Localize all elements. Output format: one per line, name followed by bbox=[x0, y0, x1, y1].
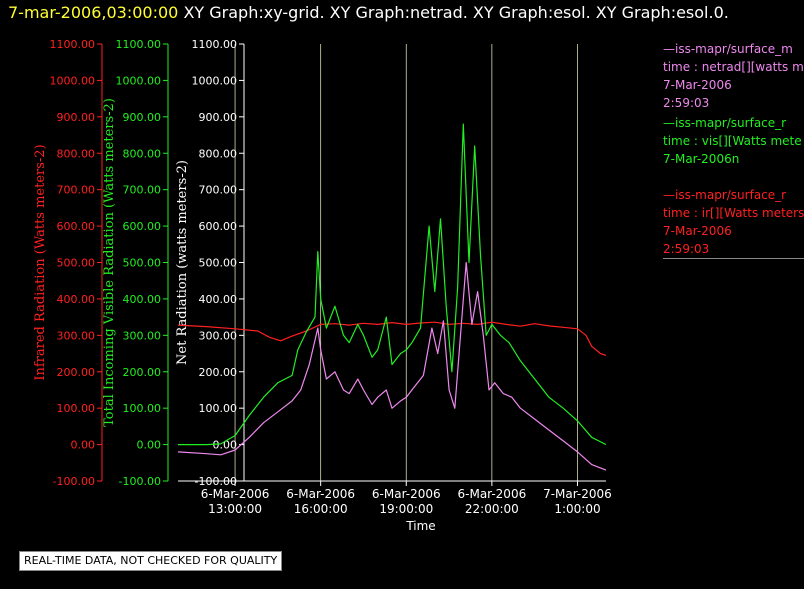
y-axis-2-tick-label: 1000.00 bbox=[192, 74, 238, 87]
legend-entry-line2: time : vis[][Watts mete bbox=[663, 134, 802, 148]
y-axis-1-tick-label: 300.00 bbox=[123, 329, 162, 342]
y-axis-0-tick-label: 400.00 bbox=[57, 293, 96, 306]
header-timestamp: 7-mar-2006,03:00:00 bbox=[8, 3, 179, 22]
y-axis-2-tick-label: 800.00 bbox=[199, 147, 238, 160]
y-axis-2-tick-label: 100.00 bbox=[199, 402, 238, 415]
y-axis-2-tick-label: 400.00 bbox=[199, 293, 238, 306]
y-axis-1-tick-label: 900.00 bbox=[123, 111, 162, 124]
legend-entry-line2: time : netrad[][watts me bbox=[663, 60, 804, 74]
y-axis-1-tick-label: 600.00 bbox=[123, 220, 162, 233]
series-line-ir bbox=[177, 321, 607, 356]
y-axis-1-tick-label: 0.00 bbox=[137, 439, 162, 452]
x-tick-label-time: 19:00:00 bbox=[379, 502, 433, 516]
y-axis-0-tick-label: 800.00 bbox=[57, 147, 96, 160]
y-axis-1-tick-label: 700.00 bbox=[123, 184, 162, 197]
y-axis-0-tick-label: 500.00 bbox=[57, 257, 96, 270]
y-axis-2-tick-label: 700.00 bbox=[199, 184, 238, 197]
y-axis-0-tick-label: 600.00 bbox=[57, 220, 96, 233]
y-axis-0-tick-label: 1100.00 bbox=[50, 38, 96, 51]
y-axis-0-tick-label: 300.00 bbox=[57, 329, 96, 342]
y-axis-label-1: Total Incoming Visible Radiation (Watts … bbox=[102, 98, 117, 427]
legend-bottom-rule bbox=[663, 258, 804, 259]
legend-entry-line4: 2:59:03 bbox=[663, 242, 710, 256]
x-tick-label-time: 1:00:00 bbox=[554, 502, 600, 516]
x-tick-label-time: 22:00:00 bbox=[465, 502, 519, 516]
x-tick-label-date: 6-Mar-2006 bbox=[201, 487, 270, 501]
x-tick-label-date: 6-Mar-2006 bbox=[286, 487, 355, 501]
legend-entry-line2: time : ir[][Watts meters bbox=[663, 206, 804, 220]
legend-entry-line3: 7-Mar-2006n bbox=[663, 152, 740, 166]
y-axis-0-tick-label: 200.00 bbox=[57, 366, 96, 379]
x-tick-label-date: 6-Mar-2006 bbox=[458, 487, 527, 501]
y-axis-1-tick-label: 200.00 bbox=[123, 366, 162, 379]
y-axis-2-tick-label: 900.00 bbox=[199, 111, 238, 124]
quality-note: REAL-TIME DATA, NOT CHECKED FOR QUALITY bbox=[19, 551, 283, 571]
x-axis-label: Time bbox=[405, 519, 435, 533]
y-axis-1-tick-label: 400.00 bbox=[123, 293, 162, 306]
y-axis-1-tick-label: 1100.00 bbox=[116, 38, 162, 51]
y-axis-1-tick-label: 100.00 bbox=[123, 402, 162, 415]
y-axis-0-tick-label: 0.00 bbox=[71, 439, 96, 452]
y-axis-label-2: Net Radiation (watts meters-2) bbox=[175, 160, 190, 365]
legend-entry-line3: 7-Mar-2006 bbox=[663, 78, 732, 92]
y-axis-2-tick-label: 200.00 bbox=[199, 366, 238, 379]
y-axis-2-tick-label: 600.00 bbox=[199, 220, 238, 233]
y-axis-0-tick-label: -100.00 bbox=[53, 475, 95, 488]
y-axis-1-tick-label: 500.00 bbox=[123, 257, 162, 270]
y-axis-2-tick-label: 1100.00 bbox=[192, 38, 238, 51]
x-tick-label-date: 6-Mar-2006 bbox=[372, 487, 441, 501]
legend-entry-line1: —iss-mapr/surface_m bbox=[663, 42, 793, 56]
y-axis-0-tick-label: 700.00 bbox=[57, 184, 96, 197]
y-axis-1-tick-label: 800.00 bbox=[123, 147, 162, 160]
y-axis-2-tick-label: 500.00 bbox=[199, 257, 238, 270]
header: 7-mar-2006,03:00:00 XY Graph:xy-grid. XY… bbox=[8, 3, 729, 22]
y-axis-1-tick-label: 1000.00 bbox=[116, 74, 162, 87]
series-line-vis bbox=[178, 123, 607, 446]
y-axis-2-tick-label: 0.00 bbox=[213, 439, 238, 452]
legend-entry-line3: 7-Mar-2006 bbox=[663, 224, 732, 238]
x-tick-label-time: 13:00:00 bbox=[208, 502, 262, 516]
legend-entry-line1: —iss-mapr/surface_r bbox=[663, 188, 787, 202]
legend-entry-line1: —iss-mapr/surface_r bbox=[663, 116, 787, 130]
y-axis-2-tick-label: 300.00 bbox=[199, 329, 238, 342]
y-axis-label-0: Infrared Radiation (Watts meters-2) bbox=[33, 144, 48, 380]
y-axis-0-tick-label: 900.00 bbox=[57, 111, 96, 124]
x-tick-label-date: 7-Mar-2006 bbox=[543, 487, 612, 501]
legend-entry-line4: 2:59:03 bbox=[663, 96, 710, 110]
y-axis-0-tick-label: 100.00 bbox=[57, 402, 96, 415]
series-line-netrad bbox=[177, 261, 607, 471]
x-tick-label-time: 16:00:00 bbox=[294, 502, 348, 516]
y-axis-0-tick-label: 1000.00 bbox=[50, 74, 96, 87]
y-axis-1-tick-label: -100.00 bbox=[119, 475, 161, 488]
header-graph-titles: XY Graph:xy-grid. XY Graph:netrad. XY Gr… bbox=[183, 3, 729, 22]
